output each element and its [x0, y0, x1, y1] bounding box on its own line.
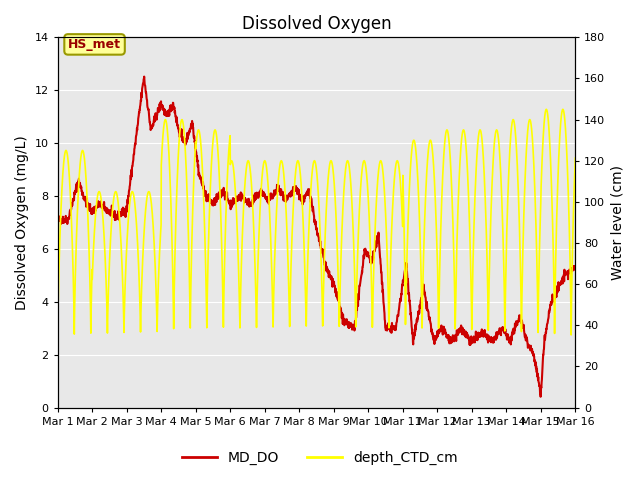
Text: HS_met: HS_met: [68, 38, 121, 51]
Y-axis label: Dissolved Oxygen (mg/L): Dissolved Oxygen (mg/L): [15, 135, 29, 310]
Title: Dissolved Oxygen: Dissolved Oxygen: [242, 15, 391, 33]
Y-axis label: Water level (cm): Water level (cm): [611, 165, 625, 280]
Legend: MD_DO, depth_CTD_cm: MD_DO, depth_CTD_cm: [177, 445, 463, 471]
